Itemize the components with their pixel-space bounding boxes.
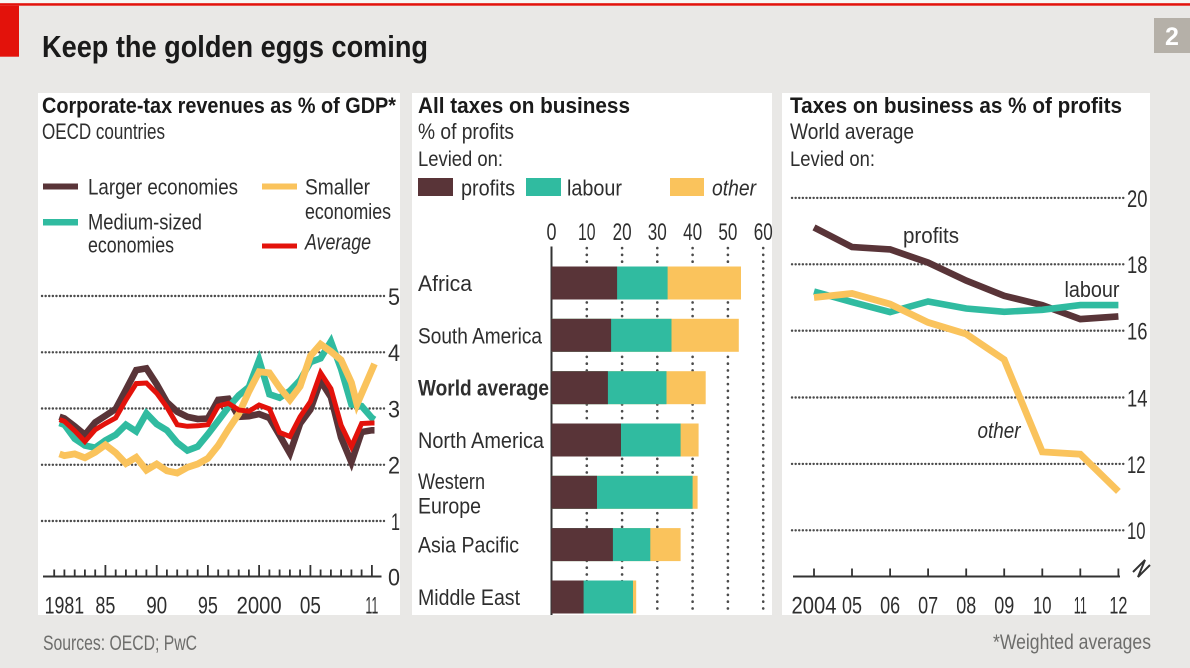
svg-text:05: 05 [842,593,862,620]
svg-text:2: 2 [1165,23,1179,51]
svg-text:40: 40 [683,219,702,246]
svg-text:14: 14 [1127,385,1148,412]
svg-text:2000: 2000 [237,593,282,620]
svg-text:Larger economies: Larger economies [88,175,238,200]
svg-text:Keep the golden eggs coming: Keep the golden eggs coming [42,29,428,64]
svg-text:economies: economies [88,233,174,258]
svg-text:economies: economies [305,199,391,224]
svg-text:All taxes on business: All taxes on business [418,93,630,118]
svg-text:labour: labour [567,176,622,201]
svg-text:5: 5 [388,284,400,311]
svg-text:10: 10 [578,219,596,246]
svg-text:12: 12 [1109,593,1127,620]
svg-text:09: 09 [994,593,1014,620]
svg-text:World average: World average [790,119,914,144]
svg-text:20: 20 [613,219,632,246]
svg-text:0: 0 [388,564,400,591]
svg-text:1981: 1981 [45,593,85,620]
svg-text:Smaller: Smaller [305,175,370,200]
svg-text:06: 06 [880,593,900,620]
svg-text:07: 07 [918,593,938,620]
svg-text:90: 90 [146,593,167,620]
svg-text:Levied on:: Levied on: [418,148,503,171]
svg-text:95: 95 [198,593,218,620]
svg-text:2: 2 [388,453,400,480]
svg-text:North America: North America [418,428,545,453]
svg-text:2004: 2004 [792,593,837,620]
svg-text:Taxes on business as % of prof: Taxes on business as % of profits [790,93,1122,118]
svg-text:1: 1 [391,509,400,536]
svg-text:4: 4 [388,340,400,367]
svg-text:18: 18 [1127,252,1148,279]
svg-text:05: 05 [300,593,321,620]
svg-text:11: 11 [365,593,378,620]
svg-text:12: 12 [1127,452,1146,479]
svg-text:World average: World average [418,376,549,401]
svg-text:60: 60 [754,219,773,246]
svg-text:labour: labour [1065,277,1120,302]
svg-text:profits: profits [461,176,515,201]
svg-text:10: 10 [1033,593,1052,620]
svg-text:South America: South America [418,323,543,348]
svg-text:0: 0 [547,219,557,246]
svg-text:Middle East: Middle East [418,585,520,610]
svg-text:Asia Pacific: Asia Pacific [418,533,519,558]
svg-text:Levied on:: Levied on: [790,148,875,171]
svg-text:Western: Western [418,469,485,494]
svg-text:other: other [978,418,1022,443]
svg-text:08: 08 [956,593,976,620]
svg-text:Africa: Africa [418,271,473,296]
svg-text:Europe: Europe [418,493,481,518]
svg-text:OECD countries: OECD countries [42,119,165,144]
svg-text:% of profits: % of profits [418,119,514,144]
svg-text:30: 30 [648,219,667,246]
svg-text:profits: profits [903,223,959,248]
svg-text:*Weighted averages: *Weighted averages [993,631,1151,654]
svg-text:20: 20 [1127,186,1148,213]
svg-text:11: 11 [1074,593,1087,620]
svg-text:other: other [712,176,757,201]
svg-text:10: 10 [1127,518,1146,545]
svg-text:50: 50 [718,219,737,246]
svg-text:Sources: OECD; PwC: Sources: OECD; PwC [43,632,197,655]
svg-text:Average: Average [303,230,371,255]
svg-text:Medium-sized: Medium-sized [88,210,202,235]
svg-text:Corporate-tax revenues as % of: Corporate-tax revenues as % of GDP* [42,93,396,118]
svg-text:3: 3 [388,396,400,423]
svg-text:85: 85 [95,593,115,620]
svg-text:16: 16 [1127,319,1148,346]
